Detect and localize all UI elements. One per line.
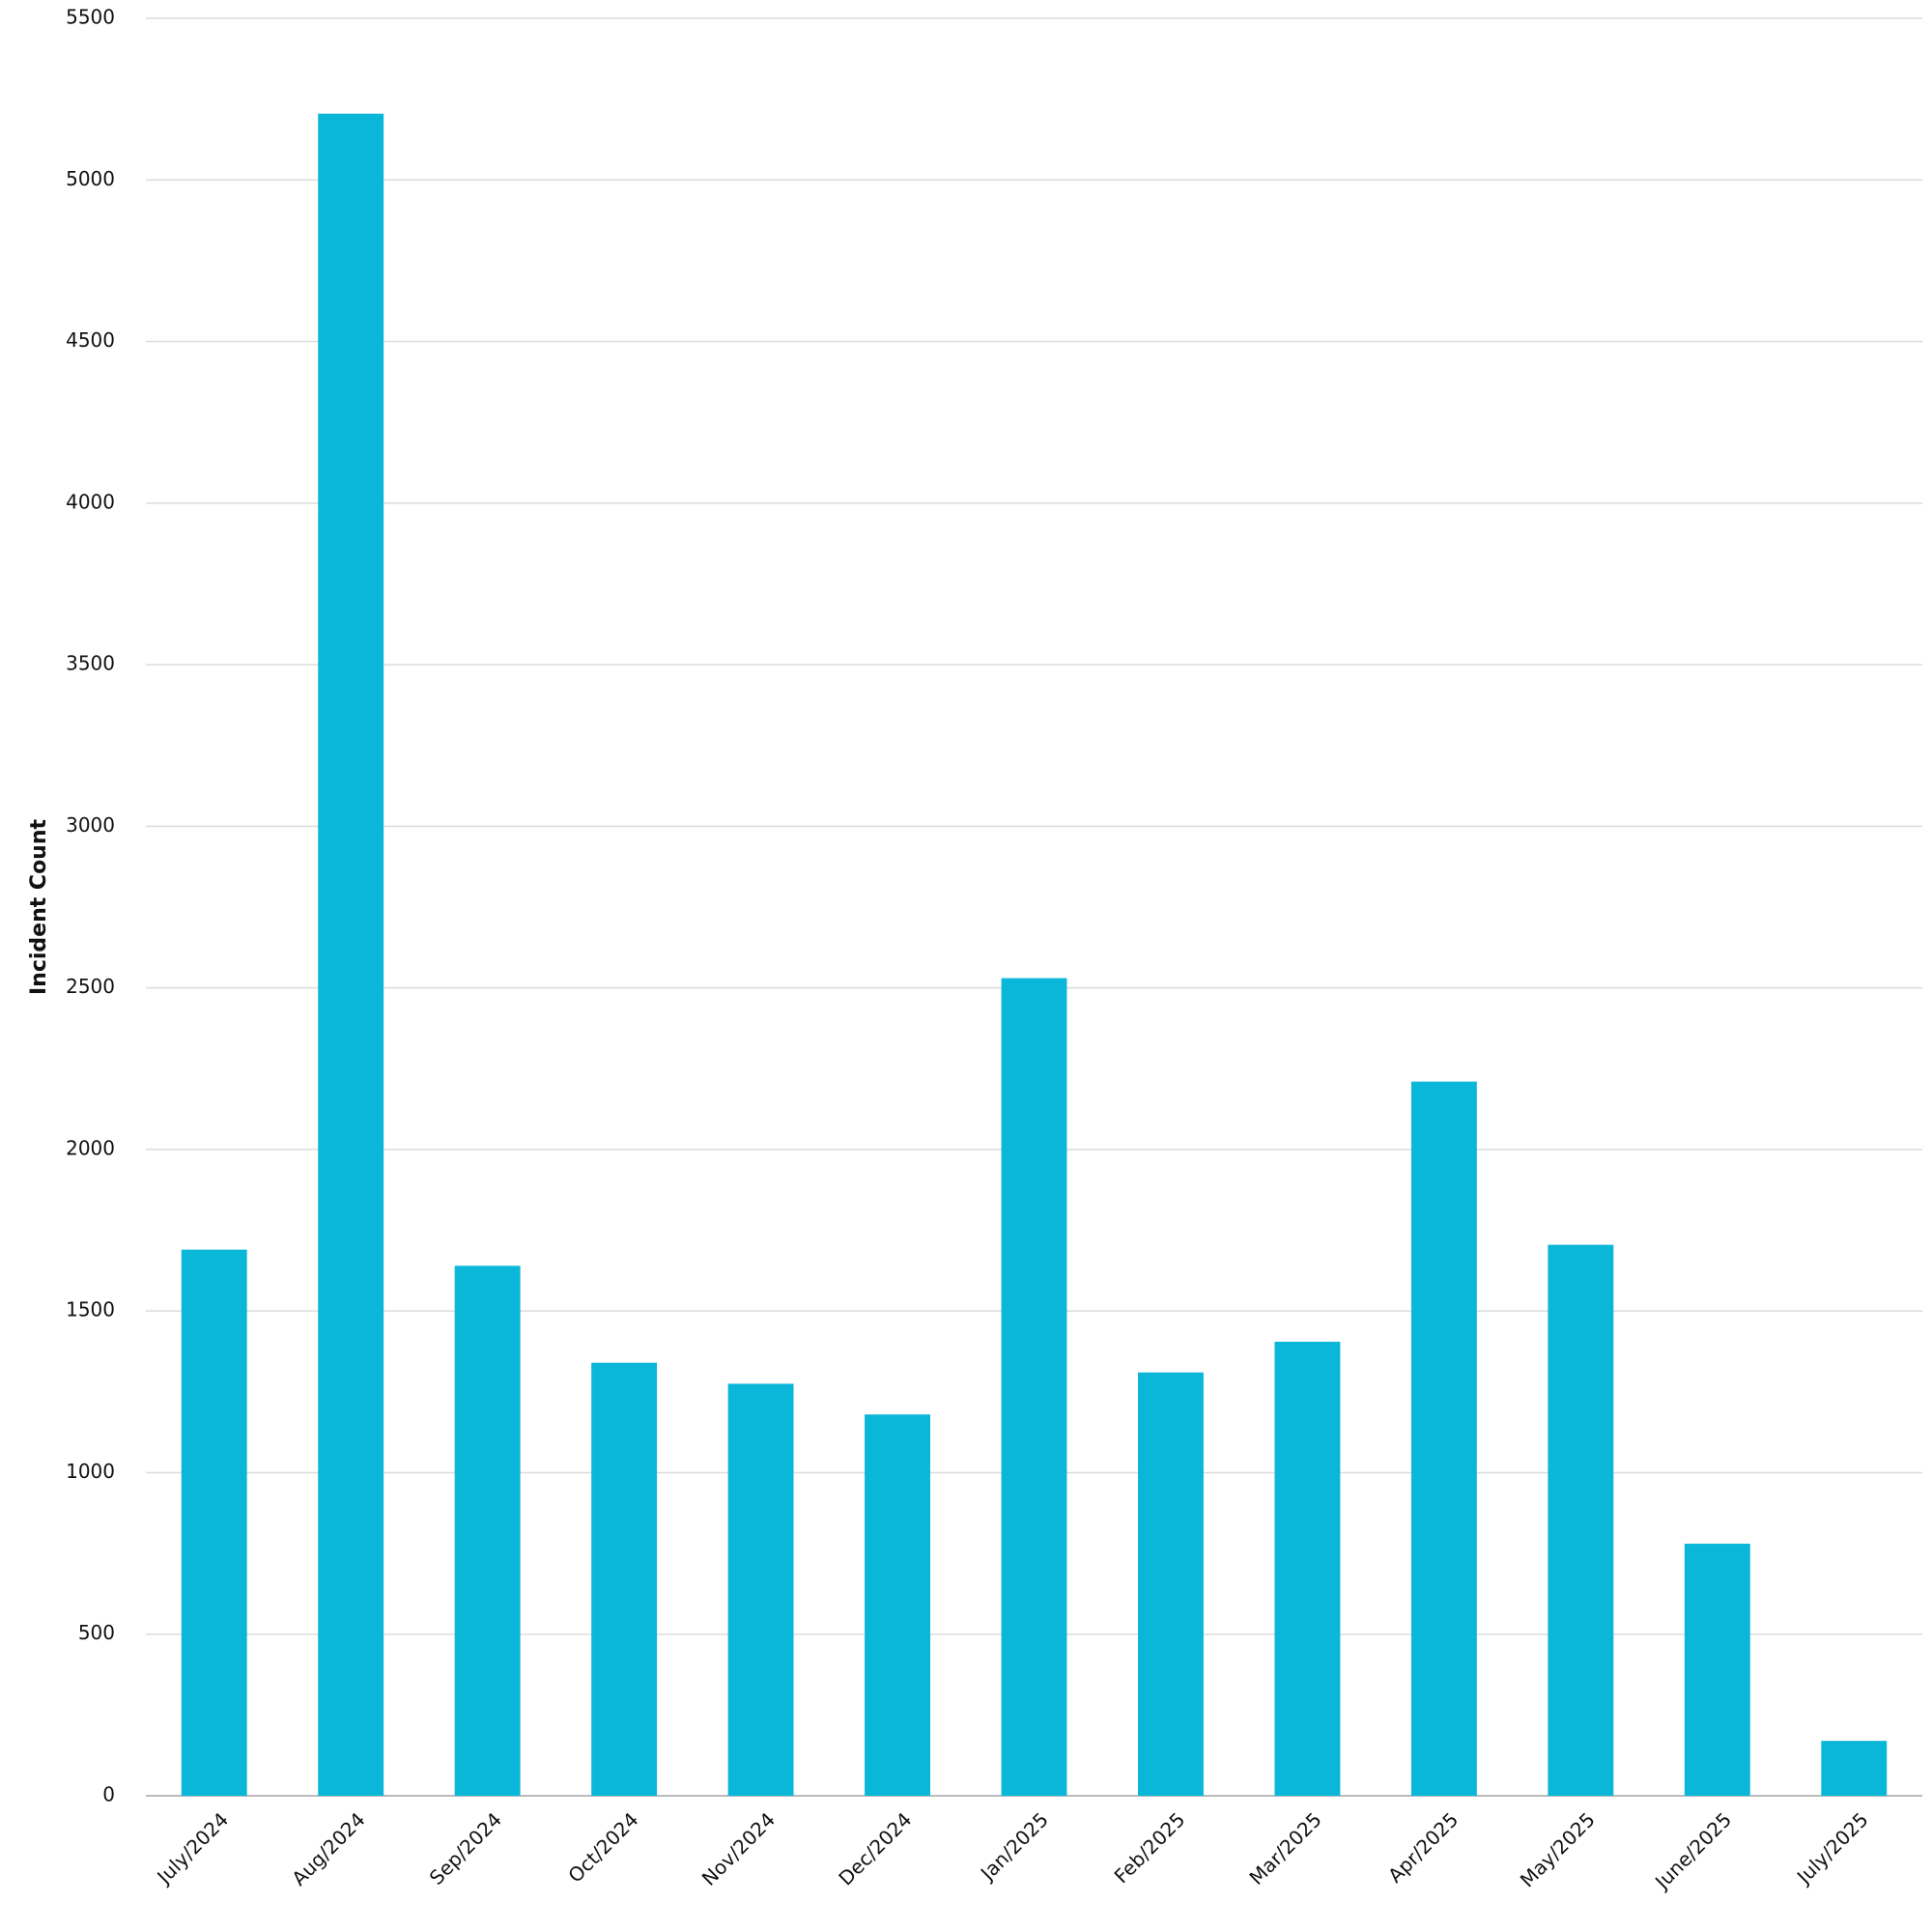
bar [727,1383,794,1796]
x-tick-label: June/2025 [1649,1807,1736,1894]
x-tick-label: May/2025 [1516,1807,1600,1891]
y-tick-label: 2000 [66,1136,115,1159]
y-tick-label: 1000 [66,1460,115,1483]
x-tick-label: Apr/2025 [1383,1807,1463,1887]
y-tick-label: 0 [102,1783,115,1806]
x-tick-label: Aug/2024 [287,1807,369,1889]
x-tick-label: Oct/2024 [563,1807,642,1887]
bar [1138,1372,1204,1796]
y-tick-label: 4500 [66,328,115,352]
y-axis-label: Incident Count [27,819,51,996]
y-tick-label: 3500 [66,652,115,675]
x-tick-label: Mar/2025 [1244,1807,1325,1889]
x-tick-label: Feb/2025 [1110,1807,1190,1888]
y-tick-label: 3000 [66,813,115,837]
bar [865,1414,930,1796]
y-tick-label: 5000 [66,167,115,190]
x-tick-label: July/2025 [1791,1807,1873,1889]
x-tick-label: Dec/2024 [834,1807,916,1889]
bar [318,113,384,1796]
bar [1410,1081,1477,1796]
x-tick-label: Jan/2025 [975,1807,1053,1886]
bar [1274,1341,1341,1796]
bar [1684,1544,1750,1796]
bar [454,1265,521,1796]
bar [1001,978,1067,1796]
x-tick-label: Sep/2024 [425,1807,506,1889]
bar [181,1249,247,1796]
y-tick-label: 5500 [66,6,115,29]
x-tick-label: July/2024 [152,1807,234,1889]
y-tick-label: 2500 [66,975,115,998]
bar [591,1362,658,1796]
y-tick-label: 1500 [66,1298,115,1321]
bar [1548,1244,1614,1796]
y-tick-label: 4000 [66,490,115,513]
x-tick-label: Nov/2024 [697,1807,780,1889]
y-tick-label: 500 [78,1621,115,1644]
bar [1821,1741,1888,1796]
